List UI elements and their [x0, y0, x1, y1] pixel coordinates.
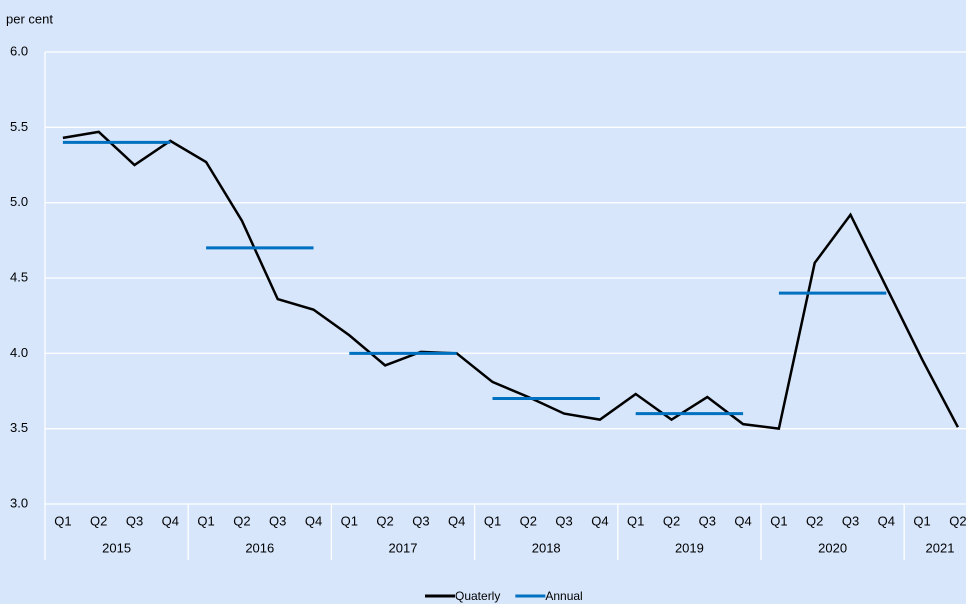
x-tick-label: Q4: [878, 513, 895, 528]
x-tick-label: Q1: [913, 513, 930, 528]
x-tick-label: Q2: [520, 513, 537, 528]
x-tick-label: Q2: [233, 513, 250, 528]
y-tick-label: 6.0: [10, 43, 28, 58]
x-tick-label: Q1: [197, 513, 214, 528]
x-tick-label: Q3: [412, 513, 429, 528]
y-tick-label: 4.0: [10, 345, 28, 360]
x-tick-label: Q3: [555, 513, 572, 528]
x-tick-label: Q2: [663, 513, 680, 528]
x-tick-label: Q2: [806, 513, 823, 528]
year-label: 2020: [818, 540, 847, 555]
x-tick-label: Q1: [54, 513, 71, 528]
x-tick-label: Q4: [591, 513, 608, 528]
x-tick-label: Q4: [305, 513, 322, 528]
x-tick-label: Q1: [484, 513, 501, 528]
quarterly-line: [62, 130, 960, 431]
x-tick-label: Q3: [126, 513, 143, 528]
x-tick-label: Q4: [734, 513, 751, 528]
x-tick-label: Q2: [376, 513, 393, 528]
y-tick-label: 3.5: [10, 420, 28, 435]
y-tick-label: 5.0: [10, 194, 28, 209]
year-label: 2017: [389, 540, 418, 555]
x-tick-label: Q3: [699, 513, 716, 528]
x-tick-label: Q1: [770, 513, 787, 528]
x-tick-label: Q3: [842, 513, 859, 528]
legend-label: Quaterly: [455, 589, 500, 603]
x-tick-label: Q4: [448, 513, 465, 528]
year-label: 2015: [102, 540, 131, 555]
year-label: 2021: [926, 540, 955, 555]
year-label: 2019: [675, 540, 704, 555]
y-tick-label: 4.5: [10, 269, 28, 284]
y-tick-label: 5.5: [10, 119, 28, 134]
x-tick-label: Q3: [269, 513, 286, 528]
y-tick-label: 3.0: [10, 495, 28, 510]
x-tick-label: Q2: [949, 513, 966, 528]
x-tick-label: Q2: [90, 513, 107, 528]
year-label: 2018: [532, 540, 561, 555]
x-tick-label: Q4: [162, 513, 179, 528]
year-label: 2016: [245, 540, 274, 555]
legend-label: Annual: [545, 589, 582, 603]
x-tick-label: Q1: [341, 513, 358, 528]
x-tick-label: Q1: [627, 513, 644, 528]
y-axis-label: per cent: [6, 11, 53, 26]
